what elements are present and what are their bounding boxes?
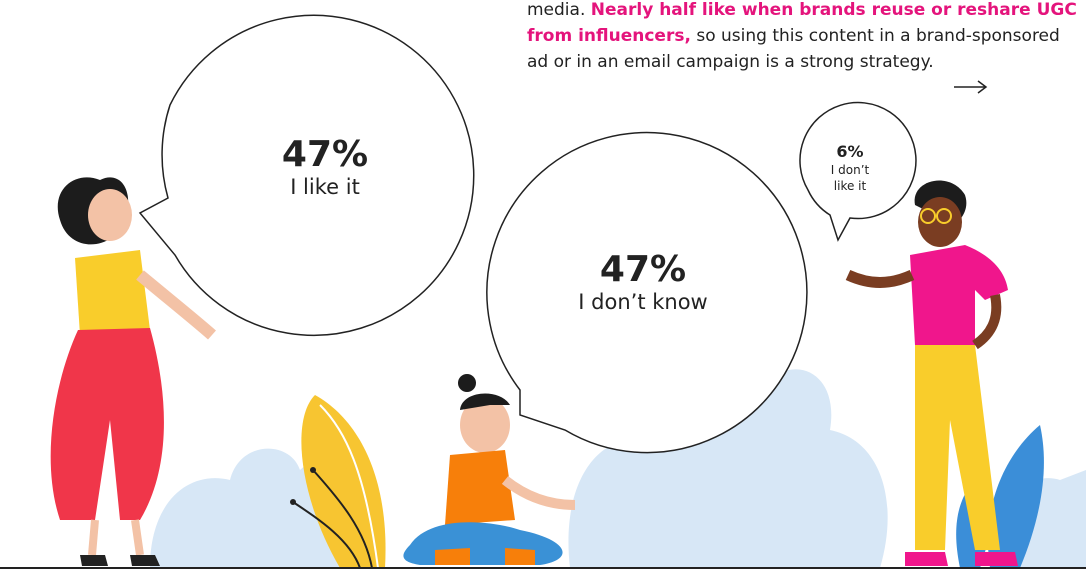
bubble-text: 47% I don’t know: [543, 249, 743, 315]
bubble-label: I don’t know: [578, 290, 708, 314]
blue-leaf: [988, 425, 1044, 568]
leaf-vein: [319, 404, 379, 569]
paragraph: media. Nearly half like when brands reus…: [527, 0, 1082, 75]
percent: 47%: [281, 134, 369, 175]
person-left: [50, 177, 216, 566]
person-right: [845, 180, 1018, 566]
stem-dot: [310, 467, 316, 473]
percent: 6%: [836, 142, 864, 161]
yellow-leaf: [301, 395, 386, 568]
speech-bubbles: [138, 14, 917, 454]
arrow: [954, 80, 988, 94]
person-center: [403, 374, 576, 565]
percent: 47%: [599, 249, 687, 290]
stems: [292, 469, 373, 569]
bubble-text: 47% I like it: [225, 134, 425, 200]
paragraph-highlight: Nearly half like when brands reuse or re…: [527, 0, 1077, 46]
stem-dot: [290, 499, 296, 505]
paragraph-text: so using this content in a brand-sponsor…: [527, 26, 1060, 72]
bubble-label: I don’t like it: [830, 163, 870, 193]
paragraph-lead: media.: [527, 0, 586, 20]
bubble-label: I like it: [290, 175, 360, 199]
bubble-text: 6% I don’t like it: [810, 142, 890, 194]
